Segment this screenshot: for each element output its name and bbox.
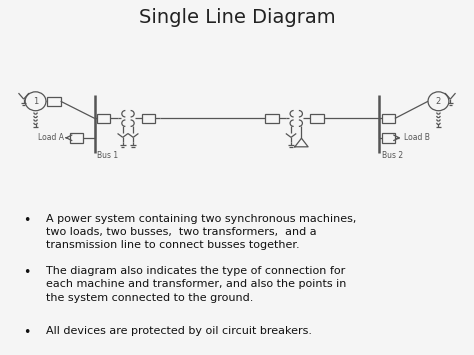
Bar [97, 114, 110, 123]
Text: All devices are protected by oil circuit breakers.: All devices are protected by oil circuit… [46, 326, 312, 336]
Bar [142, 114, 155, 123]
Bar [310, 114, 324, 123]
Text: 2: 2 [436, 97, 441, 106]
Text: The diagram also indicates the type of connection for
each machine and transform: The diagram also indicates the type of c… [46, 266, 346, 303]
Text: •: • [23, 266, 31, 279]
Text: •: • [23, 214, 31, 227]
Text: •: • [23, 326, 31, 339]
Bar [382, 114, 395, 123]
Text: Load B: Load B [404, 133, 430, 142]
Text: Bus 2: Bus 2 [382, 151, 403, 160]
Text: Load A: Load A [38, 133, 64, 142]
Text: 1: 1 [33, 97, 38, 106]
Bar [70, 133, 83, 142]
Text: Single Line Diagram: Single Line Diagram [139, 7, 335, 27]
Bar [265, 114, 279, 123]
Text: Bus 1: Bus 1 [97, 151, 118, 160]
Bar [47, 97, 61, 106]
Bar [382, 133, 395, 142]
Text: A power system containing two synchronous machines,
two loads, two busses,  two : A power system containing two synchronou… [46, 214, 356, 250]
